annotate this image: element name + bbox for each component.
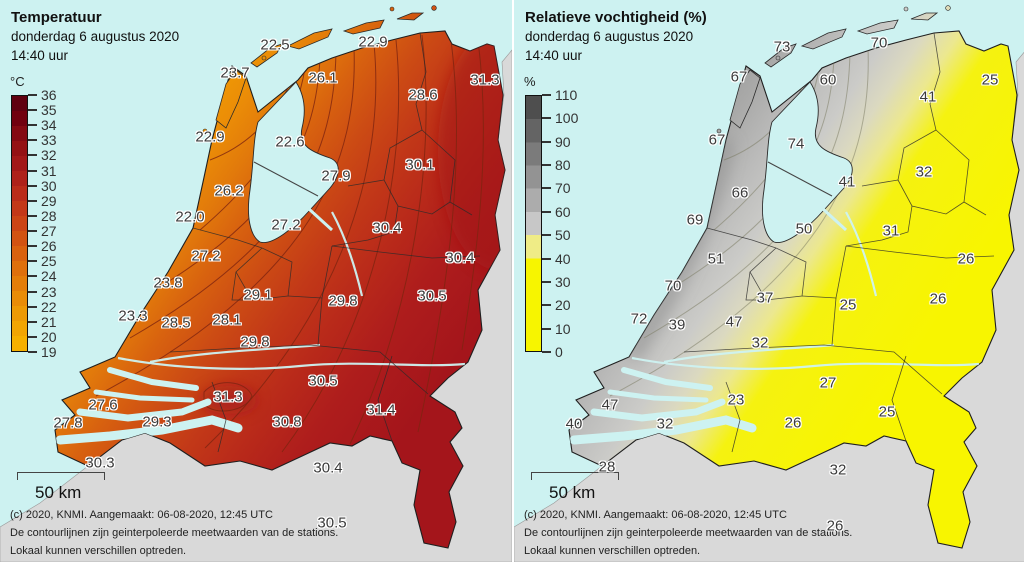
credit-line: (c) 2020, KNMI. Aangemaakt: 06-08-2020, … xyxy=(10,509,273,521)
scale-bar-bracket xyxy=(17,472,105,480)
map-time: 14:40 uur xyxy=(525,48,583,63)
map-credits: (c) 2020, KNMI. Aangemaakt: 06-08-2020, … xyxy=(524,506,852,560)
map-header: Temperatuur donderdag 6 augustus 2020 14… xyxy=(11,8,179,65)
map-panel-humidity: Relatieve vochtigheid (%) donderdag 6 au… xyxy=(512,0,1024,562)
map-title: Relatieve vochtigheid (%) xyxy=(525,9,707,26)
credit-line: Lokaal kunnen verschillen optreden. xyxy=(10,545,187,557)
map-header: Relatieve vochtigheid (%) donderdag 6 au… xyxy=(525,8,707,65)
legend-colorbar xyxy=(11,95,28,352)
scale-bar: 50 km xyxy=(17,472,105,503)
scale-bar-label: 50 km xyxy=(35,483,82,502)
credit-line: (c) 2020, KNMI. Aangemaakt: 06-08-2020, … xyxy=(524,509,787,521)
map-date: donderdag 6 augustus 2020 xyxy=(525,29,694,44)
scale-bar-label: 50 km xyxy=(549,483,596,502)
map-date: donderdag 6 augustus 2020 xyxy=(11,29,180,44)
credit-line: De contourlijnen zijn geinterpoleerde me… xyxy=(10,527,339,539)
scale-bar: 50 km xyxy=(531,472,619,503)
netherlands-humidity-map xyxy=(514,0,1024,562)
map-credits: (c) 2020, KNMI. Aangemaakt: 06-08-2020, … xyxy=(10,506,338,560)
legend-colorbar xyxy=(525,95,542,352)
scale-bar-bracket xyxy=(531,472,619,480)
legend-unit-label: °C xyxy=(10,74,25,89)
map-panel-temperature: Temperatuur donderdag 6 augustus 2020 14… xyxy=(0,0,512,562)
netherlands-temperature-map xyxy=(0,0,512,562)
legend-unit-label: % xyxy=(524,74,536,89)
map-time: 14:40 uur xyxy=(11,48,69,63)
credit-line: De contourlijnen zijn geinterpoleerde me… xyxy=(524,527,853,539)
credit-line: Lokaal kunnen verschillen optreden. xyxy=(524,545,701,557)
map-title: Temperatuur xyxy=(11,9,102,26)
